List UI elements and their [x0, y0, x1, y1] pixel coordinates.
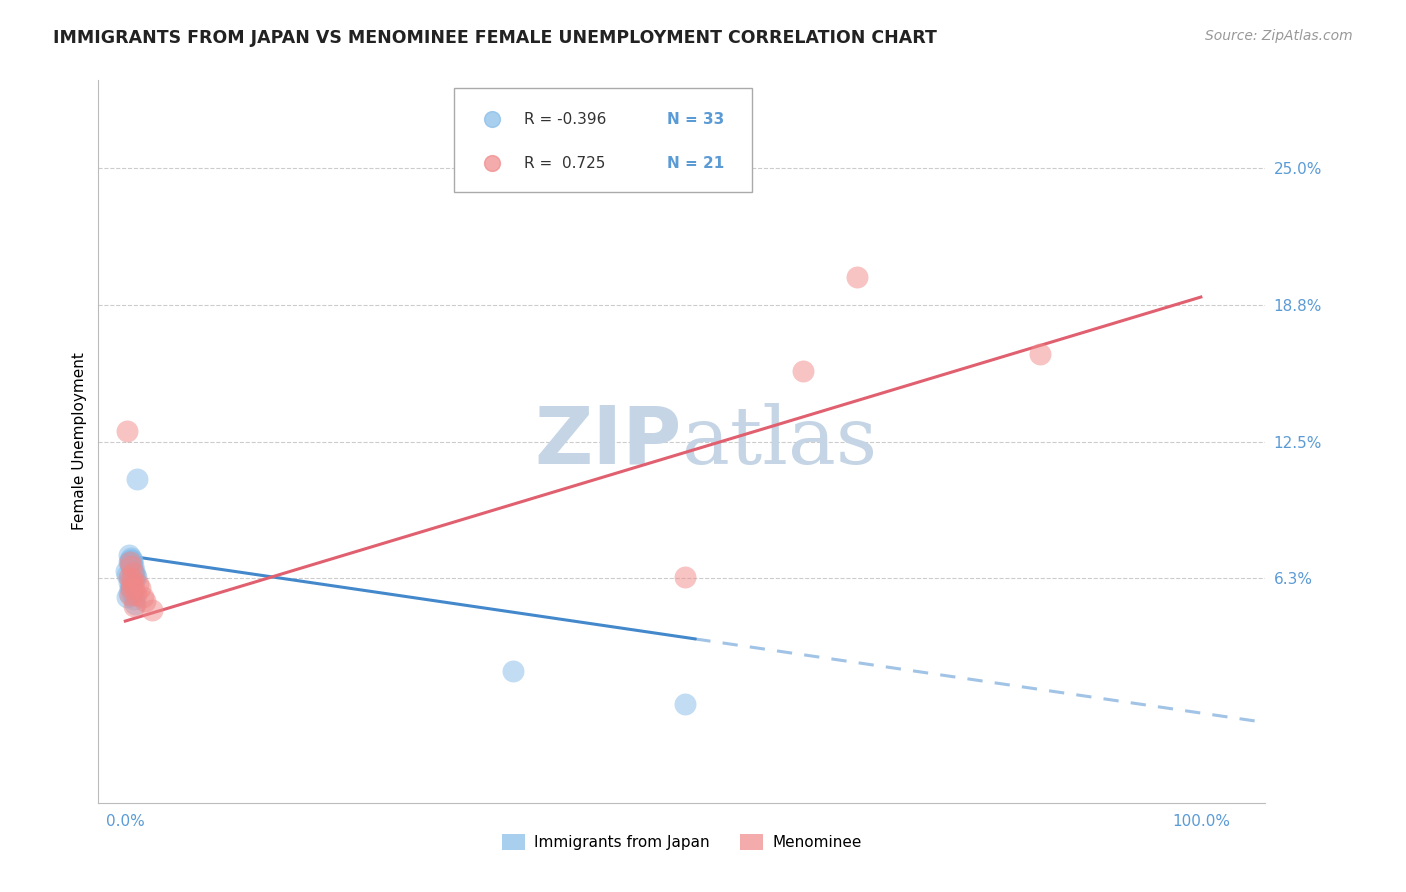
Point [127, 472, 149, 486]
Point [792, 364, 814, 378]
Point [121, 566, 143, 580]
Point [118, 588, 141, 602]
Point [141, 603, 163, 617]
Point [122, 599, 145, 613]
Point [117, 590, 139, 604]
Point [117, 424, 139, 438]
Point [121, 553, 143, 567]
Point [117, 549, 139, 563]
Text: atlas: atlas [682, 402, 877, 481]
Point [121, 566, 143, 580]
Point [673, 698, 696, 712]
Point [117, 555, 139, 569]
Point [502, 665, 524, 679]
Point [673, 570, 696, 584]
Point [120, 577, 142, 591]
Point [118, 553, 141, 567]
Text: IMMIGRANTS FROM JAPAN VS MENOMINEE FEMALE UNEMPLOYMENT CORRELATION CHART: IMMIGRANTS FROM JAPAN VS MENOMINEE FEMAL… [53, 29, 938, 47]
Point [134, 594, 156, 608]
Point [124, 568, 146, 582]
Text: Source: ZipAtlas.com: Source: ZipAtlas.com [1205, 29, 1353, 44]
Point [125, 570, 148, 584]
Point [117, 568, 139, 582]
Point [121, 555, 143, 569]
Point [118, 581, 141, 595]
Point [127, 577, 149, 591]
Point [117, 585, 139, 599]
Point [124, 597, 146, 611]
Legend: Immigrants from Japan, Menominee: Immigrants from Japan, Menominee [496, 829, 868, 856]
Point [122, 564, 145, 578]
Point [118, 557, 141, 571]
Point [120, 559, 142, 574]
Point [1028, 347, 1050, 361]
Point [117, 570, 139, 584]
Point [121, 559, 143, 574]
Text: N = 21: N = 21 [666, 156, 724, 171]
Point [131, 590, 153, 604]
Point [129, 581, 152, 595]
Point [122, 592, 145, 607]
Point [120, 550, 142, 565]
Point [121, 583, 143, 598]
FancyBboxPatch shape [454, 87, 752, 193]
Point [120, 579, 142, 593]
Point [115, 564, 138, 578]
Text: R = -0.396: R = -0.396 [524, 112, 607, 127]
Point [118, 570, 141, 584]
Text: 0.0%: 0.0% [105, 814, 145, 829]
Point [121, 573, 143, 587]
Text: 100.0%: 100.0% [1171, 814, 1230, 829]
Point [845, 270, 868, 285]
Point [121, 577, 143, 591]
Y-axis label: Female Unemployment: Female Unemployment [72, 352, 87, 531]
Point [122, 570, 145, 584]
Point [118, 555, 141, 569]
Text: R =  0.725: R = 0.725 [524, 156, 606, 171]
Point [120, 559, 142, 574]
Text: ZIP: ZIP [534, 402, 682, 481]
Text: N = 33: N = 33 [666, 112, 724, 127]
Point [122, 581, 145, 595]
Point [120, 581, 142, 595]
Point [121, 573, 143, 587]
Point [122, 573, 145, 587]
Point [121, 561, 143, 575]
Point [121, 588, 143, 602]
Point [117, 574, 139, 589]
Point [125, 588, 148, 602]
